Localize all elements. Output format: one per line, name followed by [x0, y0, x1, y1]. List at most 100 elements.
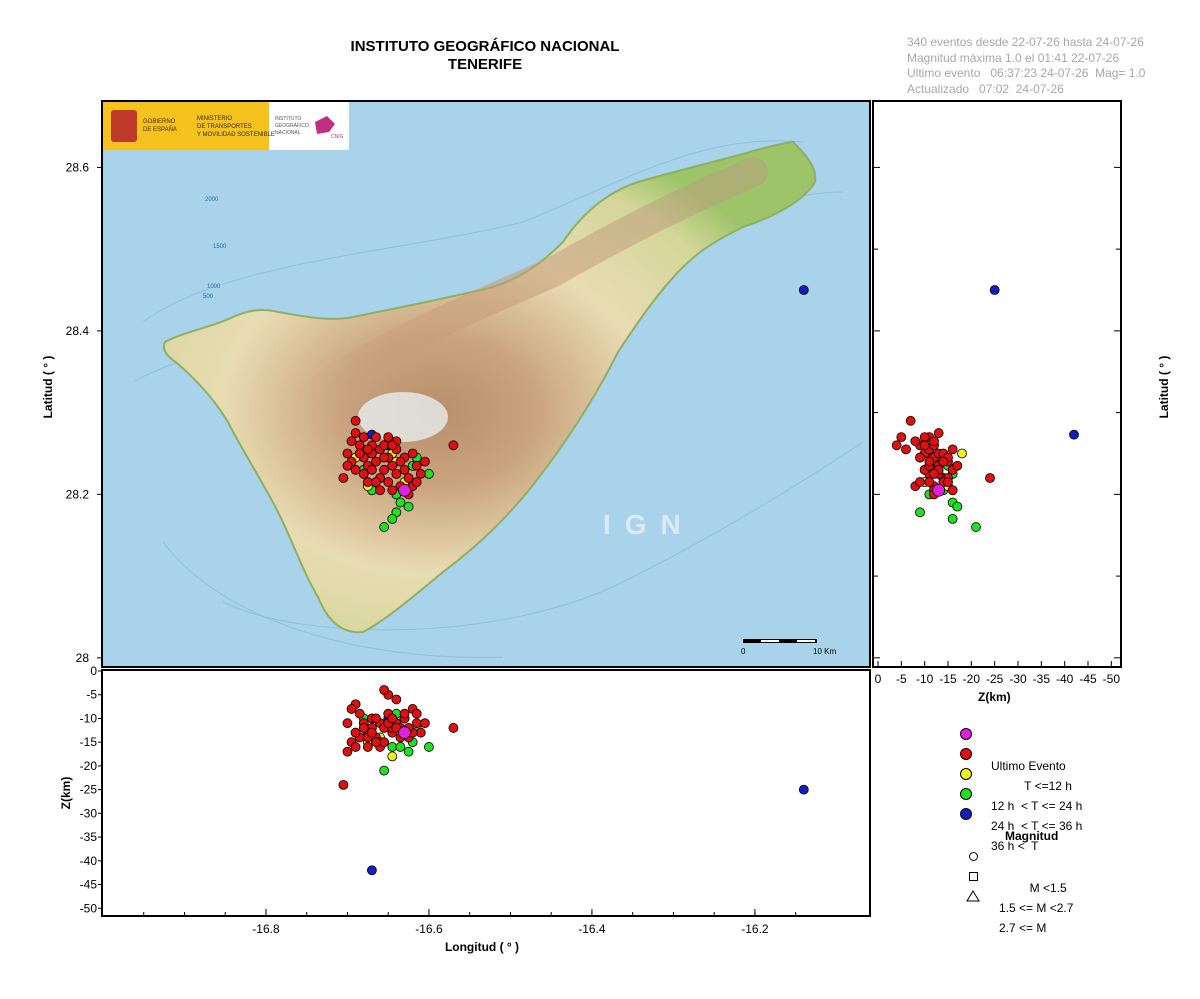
map-event-point	[358, 469, 369, 479]
z-tick-label: -45	[80, 878, 98, 892]
side-points	[891, 285, 1079, 532]
sea-contour	[222, 441, 864, 631]
lon-axis-title: Longitud ( ° )	[444, 940, 520, 954]
side-event-point	[1069, 429, 1079, 440]
bottom-event-point	[411, 718, 422, 729]
z-ticks-left: 0 -5 -10 -15 -20 -25 -30 -35 -40 -45 -50	[80, 664, 103, 915]
side-event-point	[919, 432, 930, 443]
map-event-point	[395, 497, 406, 508]
side-event-point	[919, 440, 930, 451]
legend-label-t36plus: 36 h < T	[991, 839, 1039, 853]
map-event-point	[407, 448, 418, 459]
legend-label-m3: 2.7 <= M	[999, 921, 1047, 935]
info-line-2: Magnitud máxima 1.0 el 01:41 22-07-26	[907, 50, 1120, 65]
z-tick-label: -5	[86, 688, 97, 702]
map-panel[interactable]: GOBIERNO DE ESPAÑA MINISTERIO DE TRANSPO…	[101, 100, 871, 668]
zx-tick-label: -45	[1079, 672, 1097, 686]
map-event-point	[342, 448, 353, 459]
lat-tick-label: 28.4	[66, 324, 90, 338]
side-event-point	[932, 483, 946, 497]
sea-contour	[142, 140, 804, 323]
bottom-event-point	[342, 718, 353, 729]
bottom-event-point	[415, 727, 426, 738]
teide-summit	[358, 392, 448, 442]
map-event-point	[375, 485, 385, 496]
side-plot[interactable]	[874, 102, 1120, 666]
z-tick-label: -25	[80, 783, 98, 797]
z-axis-title-bottom: Z(km)	[59, 776, 73, 810]
side-event-point	[924, 456, 935, 467]
legend-label-t24: 12 h < T <= 24 h	[991, 799, 1083, 813]
z-tick-label: -50	[80, 901, 98, 915]
map-event-point	[342, 460, 353, 471]
legend-label-ultimo: Ultimo Evento	[991, 759, 1066, 773]
zx-tick-label: 0	[875, 672, 882, 686]
contour-label: 1500	[213, 244, 227, 250]
map-plot[interactable]: GOBIERNO DE ESPAÑA MINISTERIO DE TRANSPO…	[103, 102, 869, 666]
z-tick-label: -15	[80, 735, 98, 749]
side-event-point	[943, 477, 953, 487]
side-event-point	[952, 460, 963, 471]
legend-row-ultimo: Ultimo Evento	[955, 726, 1066, 773]
bottom-event-point	[448, 723, 459, 733]
side-event-point	[924, 477, 935, 487]
contour-label: 2000	[205, 197, 219, 203]
bottom-event-point	[798, 784, 809, 795]
bottom-event-point	[399, 708, 410, 719]
depth-latitude-panel[interactable]	[872, 100, 1122, 668]
z-tick-label: -30	[80, 806, 98, 820]
side-event-point	[929, 469, 939, 479]
scale-label-0: 0	[741, 647, 746, 656]
triangle-shape-icon	[966, 890, 980, 902]
map-event-point	[387, 513, 398, 524]
map-event-point	[391, 469, 402, 479]
bottom-event-point	[379, 765, 390, 776]
map-event-point	[383, 477, 394, 487]
bottom-event-point	[362, 742, 373, 752]
bottom-event-point	[350, 742, 361, 752]
zx-tick-label: -25	[986, 672, 1004, 686]
map-event-point	[403, 473, 414, 483]
map-event-point	[350, 464, 361, 475]
map-event-point	[398, 483, 411, 497]
side-event-point	[901, 444, 911, 455]
logo-ign-line2: GEOGRÁFICO	[275, 122, 309, 129]
z-tick-label: 0	[90, 664, 97, 678]
side-event-point	[933, 428, 944, 438]
zx-tick-label: -5	[896, 672, 907, 686]
bottom-event-point	[367, 865, 377, 876]
map-event-point	[411, 460, 422, 471]
zx-tick-label: -50	[1103, 672, 1121, 686]
side-event-point	[910, 436, 921, 447]
info-line-4: Actualizado 07:02 24-07-26	[907, 81, 1064, 96]
chart-title: INSTITUTO GEOGRÁFICO NACIONAL TENERIFE	[300, 38, 670, 74]
spain-coat-of-arms-icon	[111, 110, 137, 142]
map-event-point	[419, 456, 430, 467]
bottom-event-point	[367, 727, 377, 738]
map-event-point	[371, 432, 381, 443]
z-tick-label: -20	[80, 759, 98, 773]
bottom-plot[interactable]	[103, 671, 869, 915]
z-tick-label: -10	[80, 711, 98, 725]
legend-row-m3: 2.7 <= M	[955, 888, 1046, 935]
logo-ign-line1: INSTITUTO	[275, 116, 301, 122]
bottom-event-point	[379, 685, 390, 695]
lat-tick-label: 28	[76, 651, 90, 665]
bottom-event-point	[391, 694, 402, 705]
map-event-point	[383, 432, 394, 443]
side-event-point	[947, 513, 958, 524]
legend-label-t36: 24 h < T <= 36 h	[991, 819, 1083, 833]
map-event-point	[354, 440, 365, 451]
title-line-2: TENERIFE	[447, 56, 523, 73]
lat-tick-label: 28.6	[66, 160, 90, 174]
legend-row-t36plus: 36 h < T	[955, 806, 1038, 853]
longitude-depth-panel[interactable]	[101, 669, 871, 917]
map-event-point	[424, 469, 434, 479]
side-event-point	[915, 477, 925, 487]
legend-row-t24: 12 h < T <= 24 h	[955, 766, 1082, 813]
bottom-event-point	[371, 737, 381, 748]
bottom-event-point	[371, 713, 381, 724]
bottom-event-point	[387, 713, 398, 724]
info-line-1: 340 eventos desde 22-07-26 hasta 24-07-2…	[907, 35, 1144, 49]
bottom-event-point	[387, 742, 398, 752]
